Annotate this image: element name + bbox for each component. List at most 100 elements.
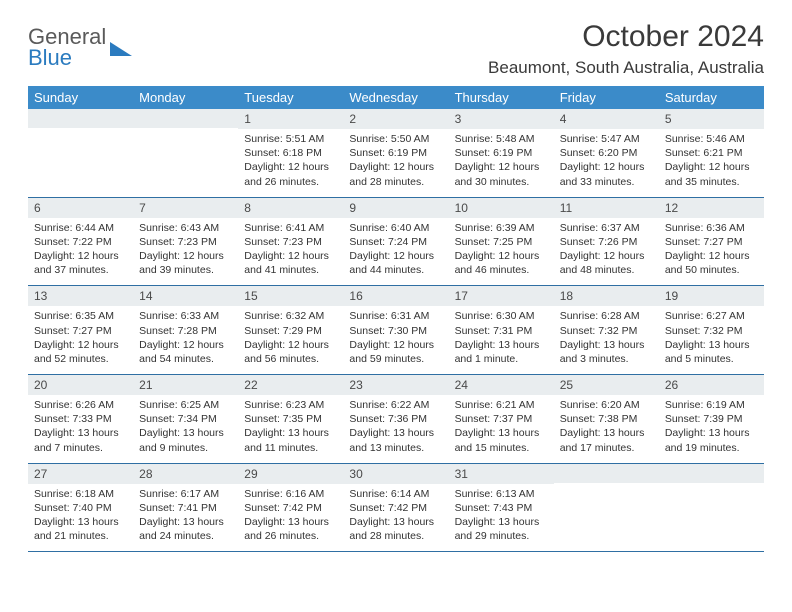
day-details: Sunrise: 6:36 AMSunset: 7:27 PMDaylight:…	[659, 218, 764, 286]
daylight-line: Daylight: 13 hours and 28 minutes.	[349, 515, 442, 543]
sunrise-line: Sunrise: 6:31 AM	[349, 309, 442, 323]
day-number: 12	[659, 198, 764, 218]
sunrise-line: Sunrise: 6:22 AM	[349, 398, 442, 412]
calendar-cell: 16Sunrise: 6:31 AMSunset: 7:30 PMDayligh…	[343, 286, 448, 375]
sunset-line: Sunset: 7:43 PM	[455, 501, 548, 515]
sunset-line: Sunset: 7:23 PM	[139, 235, 232, 249]
sunrise-line: Sunrise: 6:13 AM	[455, 487, 548, 501]
day-number: 9	[343, 198, 448, 218]
day-details: Sunrise: 5:51 AMSunset: 6:18 PMDaylight:…	[238, 129, 343, 197]
sunset-line: Sunset: 7:39 PM	[665, 412, 758, 426]
logo-triangle-icon	[110, 42, 132, 56]
calendar-cell: 13Sunrise: 6:35 AMSunset: 7:27 PMDayligh…	[28, 286, 133, 375]
daylight-line: Daylight: 13 hours and 21 minutes.	[34, 515, 127, 543]
header: General Blue October 2024 Beaumont, Sout…	[28, 20, 764, 78]
calendar-cell: 30Sunrise: 6:14 AMSunset: 7:42 PMDayligh…	[343, 463, 448, 552]
day-number: 1	[238, 109, 343, 129]
daylight-line: Daylight: 13 hours and 1 minute.	[455, 338, 548, 366]
dayhead-mon: Monday	[133, 86, 238, 109]
day-number: 29	[238, 464, 343, 484]
sunset-line: Sunset: 7:26 PM	[560, 235, 653, 249]
calendar-cell: 2Sunrise: 5:50 AMSunset: 6:19 PMDaylight…	[343, 109, 448, 197]
sunrise-line: Sunrise: 6:43 AM	[139, 221, 232, 235]
sunrise-line: Sunrise: 6:23 AM	[244, 398, 337, 412]
day-number: 14	[133, 286, 238, 306]
day-number: 26	[659, 375, 764, 395]
calendar-cell: 24Sunrise: 6:21 AMSunset: 7:37 PMDayligh…	[449, 375, 554, 464]
calendar-cell: 17Sunrise: 6:30 AMSunset: 7:31 PMDayligh…	[449, 286, 554, 375]
day-number: 8	[238, 198, 343, 218]
day-details: Sunrise: 6:25 AMSunset: 7:34 PMDaylight:…	[133, 395, 238, 463]
calendar-cell: 1Sunrise: 5:51 AMSunset: 6:18 PMDaylight…	[238, 109, 343, 197]
sunset-line: Sunset: 7:22 PM	[34, 235, 127, 249]
daylight-line: Daylight: 12 hours and 48 minutes.	[560, 249, 653, 277]
calendar-cell: 20Sunrise: 6:26 AMSunset: 7:33 PMDayligh…	[28, 375, 133, 464]
calendar-cell: 22Sunrise: 6:23 AMSunset: 7:35 PMDayligh…	[238, 375, 343, 464]
dayhead-sun: Sunday	[28, 86, 133, 109]
sunset-line: Sunset: 7:34 PM	[139, 412, 232, 426]
day-details: Sunrise: 5:50 AMSunset: 6:19 PMDaylight:…	[343, 129, 448, 197]
day-details: Sunrise: 6:22 AMSunset: 7:36 PMDaylight:…	[343, 395, 448, 463]
sunrise-line: Sunrise: 6:44 AM	[34, 221, 127, 235]
calendar-table: Sunday Monday Tuesday Wednesday Thursday…	[28, 86, 764, 552]
day-details: Sunrise: 6:39 AMSunset: 7:25 PMDaylight:…	[449, 218, 554, 286]
daylight-line: Daylight: 12 hours and 50 minutes.	[665, 249, 758, 277]
title-block: October 2024 Beaumont, South Australia, …	[488, 20, 764, 78]
sunset-line: Sunset: 7:28 PM	[139, 324, 232, 338]
day-number: 31	[449, 464, 554, 484]
day-header-row: Sunday Monday Tuesday Wednesday Thursday…	[28, 86, 764, 109]
day-details: Sunrise: 6:44 AMSunset: 7:22 PMDaylight:…	[28, 218, 133, 286]
sunset-line: Sunset: 6:19 PM	[349, 146, 442, 160]
daylight-line: Daylight: 13 hours and 5 minutes.	[665, 338, 758, 366]
daylight-line: Daylight: 13 hours and 17 minutes.	[560, 426, 653, 454]
dayhead-thu: Thursday	[449, 86, 554, 109]
day-details	[133, 128, 238, 186]
day-number: 4	[554, 109, 659, 129]
day-number: 23	[343, 375, 448, 395]
sunset-line: Sunset: 7:35 PM	[244, 412, 337, 426]
day-number: 5	[659, 109, 764, 129]
sunrise-line: Sunrise: 6:19 AM	[665, 398, 758, 412]
day-details: Sunrise: 6:20 AMSunset: 7:38 PMDaylight:…	[554, 395, 659, 463]
day-number	[28, 109, 133, 128]
day-details: Sunrise: 6:17 AMSunset: 7:41 PMDaylight:…	[133, 484, 238, 552]
daylight-line: Daylight: 13 hours and 3 minutes.	[560, 338, 653, 366]
sunrise-line: Sunrise: 6:37 AM	[560, 221, 653, 235]
day-number: 27	[28, 464, 133, 484]
day-details: Sunrise: 5:47 AMSunset: 6:20 PMDaylight:…	[554, 129, 659, 197]
calendar-week-row: 1Sunrise: 5:51 AMSunset: 6:18 PMDaylight…	[28, 109, 764, 197]
daylight-line: Daylight: 13 hours and 7 minutes.	[34, 426, 127, 454]
daylight-line: Daylight: 12 hours and 37 minutes.	[34, 249, 127, 277]
daylight-line: Daylight: 13 hours and 9 minutes.	[139, 426, 232, 454]
calendar-page: General Blue October 2024 Beaumont, Sout…	[0, 0, 792, 562]
calendar-cell: 7Sunrise: 6:43 AMSunset: 7:23 PMDaylight…	[133, 197, 238, 286]
day-details: Sunrise: 6:35 AMSunset: 7:27 PMDaylight:…	[28, 306, 133, 374]
location: Beaumont, South Australia, Australia	[488, 58, 764, 78]
calendar-cell: 14Sunrise: 6:33 AMSunset: 7:28 PMDayligh…	[133, 286, 238, 375]
calendar-cell	[659, 463, 764, 552]
daylight-line: Daylight: 12 hours and 39 minutes.	[139, 249, 232, 277]
sunset-line: Sunset: 7:37 PM	[455, 412, 548, 426]
daylight-line: Daylight: 12 hours and 44 minutes.	[349, 249, 442, 277]
day-details: Sunrise: 6:41 AMSunset: 7:23 PMDaylight:…	[238, 218, 343, 286]
day-details: Sunrise: 6:28 AMSunset: 7:32 PMDaylight:…	[554, 306, 659, 374]
calendar-week-row: 6Sunrise: 6:44 AMSunset: 7:22 PMDaylight…	[28, 197, 764, 286]
day-number: 30	[343, 464, 448, 484]
day-details: Sunrise: 6:14 AMSunset: 7:42 PMDaylight:…	[343, 484, 448, 552]
day-number: 11	[554, 198, 659, 218]
calendar-cell	[554, 463, 659, 552]
sunrise-line: Sunrise: 6:33 AM	[139, 309, 232, 323]
day-details: Sunrise: 6:43 AMSunset: 7:23 PMDaylight:…	[133, 218, 238, 286]
sunset-line: Sunset: 7:23 PM	[244, 235, 337, 249]
day-number: 16	[343, 286, 448, 306]
daylight-line: Daylight: 13 hours and 13 minutes.	[349, 426, 442, 454]
day-number: 13	[28, 286, 133, 306]
day-number	[554, 464, 659, 483]
dayhead-tue: Tuesday	[238, 86, 343, 109]
calendar-cell: 28Sunrise: 6:17 AMSunset: 7:41 PMDayligh…	[133, 463, 238, 552]
daylight-line: Daylight: 12 hours and 52 minutes.	[34, 338, 127, 366]
day-number: 28	[133, 464, 238, 484]
calendar-cell: 6Sunrise: 6:44 AMSunset: 7:22 PMDaylight…	[28, 197, 133, 286]
day-details: Sunrise: 6:21 AMSunset: 7:37 PMDaylight:…	[449, 395, 554, 463]
logo-line2: Blue	[28, 47, 106, 69]
